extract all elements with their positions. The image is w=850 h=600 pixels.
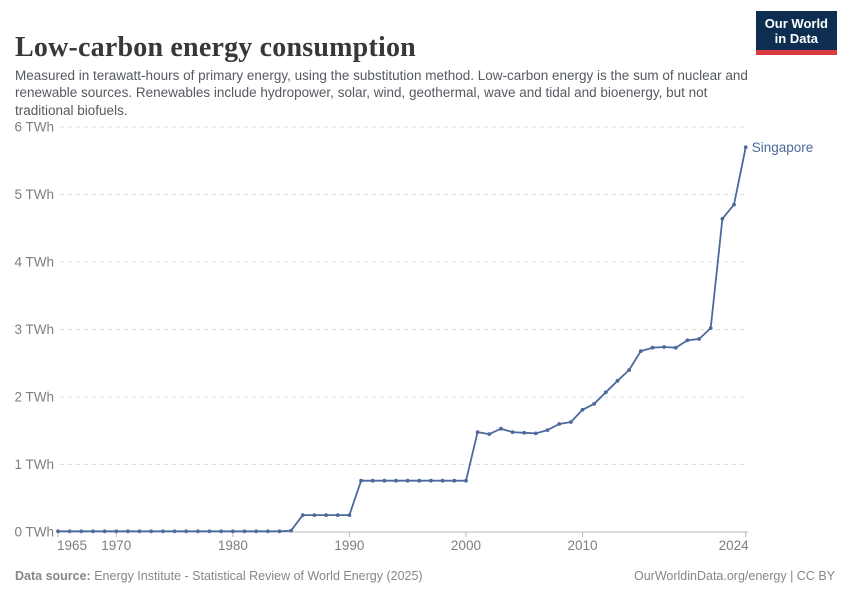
- x-tick-label: 2000: [451, 538, 481, 553]
- data-point: [510, 430, 515, 434]
- chart-subtitle: Measured in terawatt-hours of primary en…: [15, 67, 748, 118]
- data-point: [172, 529, 177, 534]
- data-point: [230, 529, 235, 534]
- y-tick-label: 5 TWh: [14, 187, 54, 202]
- data-point: [569, 420, 573, 424]
- data-source: Data source: Energy Institute - Statisti…: [15, 569, 423, 583]
- x-tick-label: 2010: [567, 538, 597, 553]
- y-tick-label: 2 TWh: [14, 390, 54, 405]
- data-point: [161, 529, 165, 534]
- data-point: [300, 513, 305, 517]
- data-point: [56, 529, 60, 534]
- data-point: [312, 513, 317, 517]
- data-point: [662, 345, 666, 349]
- y-tick-label: 4 TWh: [14, 255, 54, 270]
- y-tick-label: 1 TWh: [14, 457, 54, 472]
- data-point: [265, 529, 270, 534]
- data-point: [732, 202, 736, 207]
- data-point: [324, 513, 328, 517]
- data-point: [627, 368, 631, 372]
- data-source-text: Energy Institute - Statistical Review of…: [90, 569, 423, 583]
- data-point: [207, 529, 212, 534]
- data-point: [708, 326, 713, 330]
- page-title: Low-carbon energy consumption: [15, 31, 416, 63]
- data-point: [405, 478, 410, 483]
- data-point: [720, 216, 725, 221]
- data-point: [685, 338, 690, 343]
- data-point: [650, 345, 655, 350]
- data-point: [673, 345, 678, 350]
- data-point: [79, 529, 84, 534]
- data-point: [592, 401, 597, 406]
- data-point: [603, 390, 608, 395]
- data-point: [359, 478, 363, 483]
- data-point: [638, 349, 643, 353]
- data-point: [289, 528, 293, 533]
- data-point: [347, 513, 352, 517]
- data-point: [417, 478, 422, 483]
- data-point: [126, 529, 130, 534]
- data-point: [499, 426, 503, 431]
- data-point: [394, 478, 398, 483]
- data-line: [57, 146, 747, 533]
- data-point: [545, 428, 550, 432]
- data-point: [429, 478, 433, 483]
- data-point: [91, 529, 95, 534]
- data-point: [534, 431, 538, 436]
- data-point: [137, 529, 142, 534]
- data-point: [440, 478, 445, 483]
- data-point: [370, 478, 375, 483]
- data-point: [219, 529, 224, 534]
- data-point: [743, 145, 748, 150]
- owid-logo-line1: Our World: [764, 16, 828, 31]
- data-point: [615, 378, 620, 383]
- x-tick-label: 1965: [57, 538, 87, 553]
- data-point: [149, 529, 154, 534]
- data-source-label: Data source:: [15, 569, 91, 583]
- data-point: [522, 430, 527, 435]
- data-point: [114, 529, 119, 534]
- data-point: [487, 432, 492, 436]
- data-point: [254, 529, 259, 534]
- entity-label: Singapore: [752, 140, 814, 155]
- data-point: [242, 529, 247, 534]
- data-point: [697, 337, 701, 341]
- data-point: [382, 478, 387, 483]
- data-point: [67, 529, 72, 534]
- data-point: [335, 513, 340, 517]
- data-point: [102, 529, 107, 534]
- x-tick-label: 1990: [334, 538, 364, 553]
- y-tick-label: 3 TWh: [14, 322, 54, 337]
- owid-logo[interactable]: Our World in Data: [755, 11, 837, 55]
- owid-logo-line2: in Data: [774, 31, 819, 46]
- x-tick-label: 1980: [218, 538, 248, 553]
- data-point: [277, 529, 282, 534]
- data-point: [557, 422, 562, 426]
- data-point: [475, 430, 480, 434]
- data-point: [464, 478, 468, 483]
- data-point: [580, 407, 585, 412]
- data-point: [184, 529, 189, 534]
- y-tick-label: 0 TWh: [14, 525, 54, 540]
- x-tick-label: 2024: [719, 538, 750, 553]
- data-point: [196, 529, 200, 534]
- owid-url[interactable]: OurWorldinData.org/energy | CC BY: [633, 569, 835, 583]
- x-tick-label: 1970: [101, 538, 131, 553]
- data-point: [452, 478, 457, 483]
- y-tick-label: 6 TWh: [14, 120, 54, 135]
